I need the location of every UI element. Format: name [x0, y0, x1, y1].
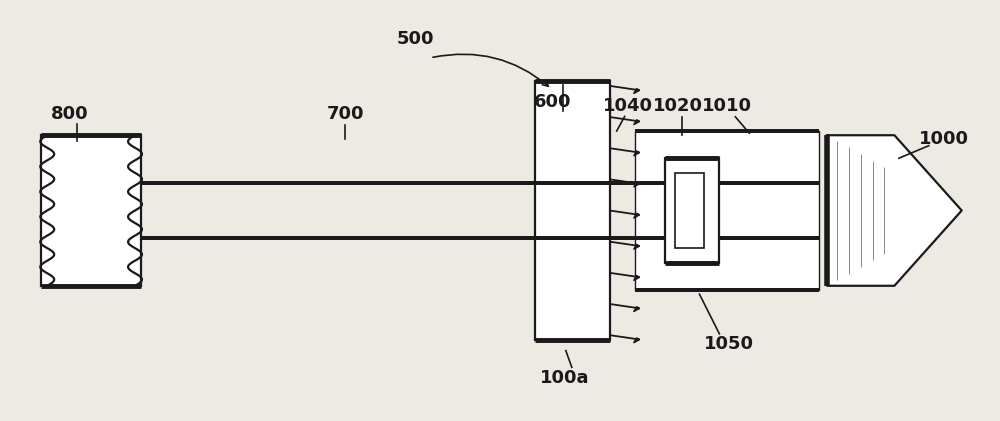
Polygon shape [634, 275, 640, 280]
Polygon shape [634, 88, 640, 93]
Text: 700: 700 [327, 105, 364, 123]
Text: 500: 500 [396, 30, 434, 48]
Text: 100a: 100a [540, 369, 590, 387]
Text: 1010: 1010 [702, 97, 752, 115]
Polygon shape [634, 213, 640, 218]
Text: 600: 600 [534, 93, 572, 111]
Polygon shape [634, 338, 640, 343]
Polygon shape [634, 182, 640, 187]
Polygon shape [634, 244, 640, 249]
Polygon shape [634, 120, 640, 125]
Polygon shape [634, 151, 640, 156]
Text: 1040: 1040 [603, 97, 653, 115]
Text: 1020: 1020 [653, 97, 703, 115]
Text: 800: 800 [50, 105, 88, 123]
Bar [635, 131, 819, 290]
Bar [535, 81, 610, 340]
Polygon shape [827, 135, 962, 286]
Bar [665, 158, 719, 263]
Polygon shape [634, 306, 640, 312]
Text: 1050: 1050 [704, 336, 754, 353]
Text: 1000: 1000 [919, 131, 969, 148]
Bar [675, 173, 704, 248]
Bar [41, 135, 141, 286]
